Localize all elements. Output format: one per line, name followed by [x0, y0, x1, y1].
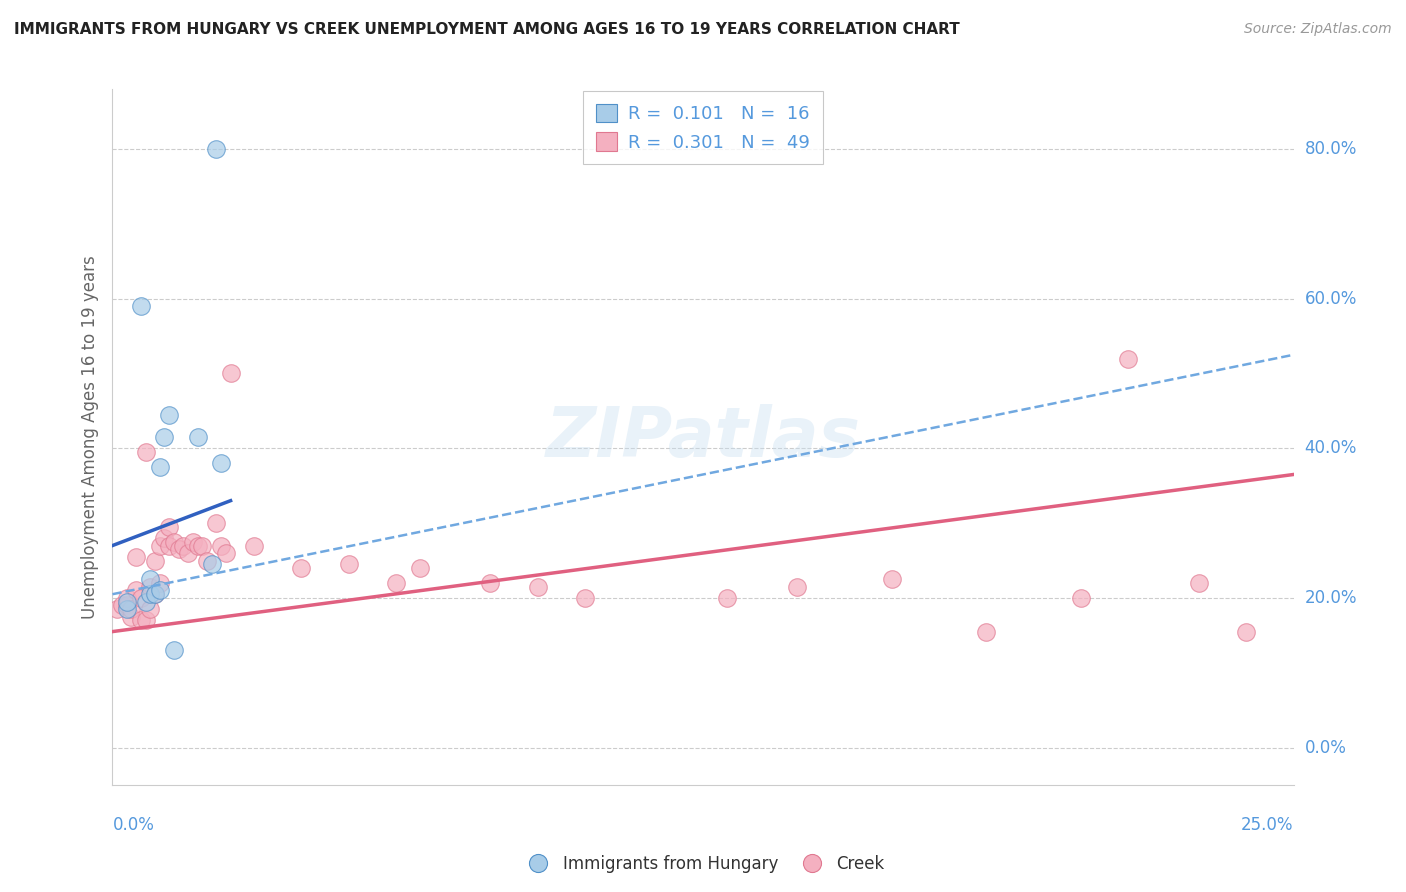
Point	[143, 587, 166, 601]
Point	[163, 643, 186, 657]
Point	[139, 587, 162, 601]
Point	[880, 572, 903, 586]
Point	[139, 572, 162, 586]
Point	[408, 561, 430, 575]
Point	[125, 549, 148, 564]
Point	[786, 580, 808, 594]
Point	[129, 299, 152, 313]
Legend: R =  0.101   N =  16, R =  0.301   N =  49: R = 0.101 N = 16, R = 0.301 N = 49	[583, 91, 823, 164]
Point	[120, 602, 142, 616]
Point	[149, 583, 172, 598]
Point	[129, 613, 152, 627]
Point	[209, 456, 232, 470]
Text: 20.0%: 20.0%	[1305, 589, 1357, 607]
Point	[205, 516, 228, 530]
Point	[1116, 351, 1139, 366]
Point	[215, 546, 238, 560]
Text: 40.0%: 40.0%	[1305, 439, 1357, 458]
Point	[976, 624, 998, 639]
Point	[574, 591, 596, 605]
Text: IMMIGRANTS FROM HUNGARY VS CREEK UNEMPLOYMENT AMONG AGES 16 TO 19 YEARS CORRELAT: IMMIGRANTS FROM HUNGARY VS CREEK UNEMPLO…	[14, 22, 960, 37]
Text: 80.0%: 80.0%	[1305, 140, 1357, 158]
Point	[157, 539, 180, 553]
Point	[385, 576, 408, 591]
Point	[195, 553, 218, 567]
Legend: Immigrants from Hungary, Creek: Immigrants from Hungary, Creek	[515, 848, 891, 880]
Point	[149, 576, 172, 591]
Point	[209, 539, 232, 553]
Point	[186, 539, 208, 553]
Point	[337, 558, 360, 572]
Point	[1234, 624, 1257, 639]
Point	[153, 531, 176, 545]
Point	[167, 542, 190, 557]
Point	[181, 534, 204, 549]
Text: ZIPatlas: ZIPatlas	[546, 403, 860, 471]
Point	[135, 445, 157, 459]
Point	[105, 602, 128, 616]
Point	[201, 558, 224, 572]
Point	[526, 580, 548, 594]
Point	[186, 430, 208, 444]
Point	[120, 609, 142, 624]
Point	[191, 539, 214, 553]
Point	[115, 602, 138, 616]
Point	[129, 591, 152, 605]
Point	[153, 430, 176, 444]
Point	[115, 599, 138, 613]
Point	[135, 595, 157, 609]
Point	[157, 408, 180, 422]
Point	[149, 460, 172, 475]
Text: Source: ZipAtlas.com: Source: ZipAtlas.com	[1244, 22, 1392, 37]
Point	[157, 520, 180, 534]
Point	[1070, 591, 1092, 605]
Point	[143, 553, 166, 567]
Point	[219, 367, 242, 381]
Point	[149, 539, 172, 553]
Point	[290, 561, 312, 575]
Point	[135, 613, 157, 627]
Point	[125, 583, 148, 598]
Point	[139, 602, 162, 616]
Point	[1188, 576, 1211, 591]
Text: 0.0%: 0.0%	[112, 816, 155, 834]
Y-axis label: Unemployment Among Ages 16 to 19 years: Unemployment Among Ages 16 to 19 years	[80, 255, 98, 619]
Point	[243, 539, 266, 553]
Point	[479, 576, 502, 591]
Point	[139, 580, 162, 594]
Point	[115, 591, 138, 605]
Point	[716, 591, 738, 605]
Text: 60.0%: 60.0%	[1305, 290, 1357, 308]
Text: 25.0%: 25.0%	[1241, 816, 1294, 834]
Point	[143, 587, 166, 601]
Point	[115, 595, 138, 609]
Point	[172, 539, 194, 553]
Point	[163, 534, 186, 549]
Text: 0.0%: 0.0%	[1305, 739, 1347, 756]
Point	[177, 546, 200, 560]
Point	[111, 599, 134, 613]
Point	[205, 142, 228, 156]
